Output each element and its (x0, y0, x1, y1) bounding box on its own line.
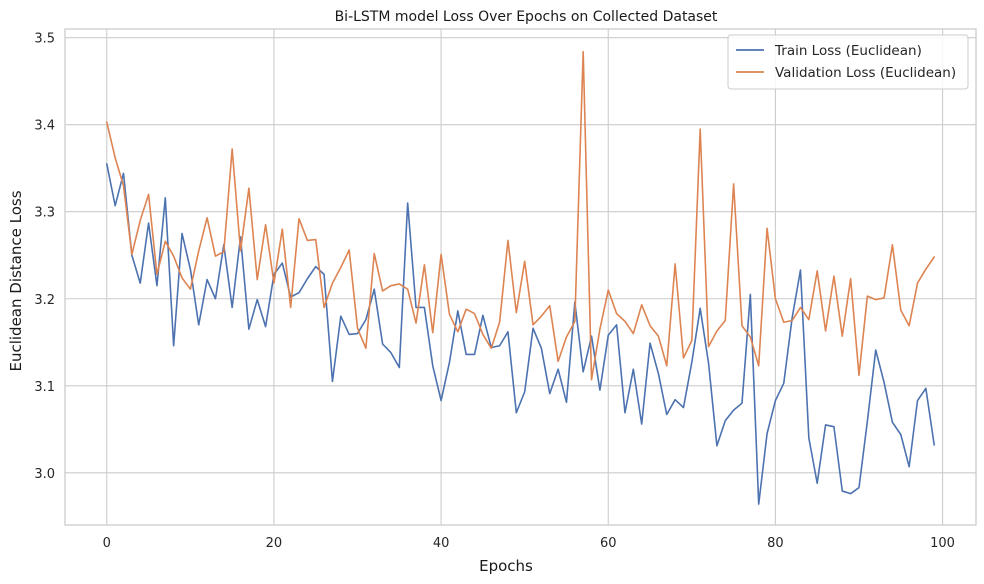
y-tick-label: 3.3 (34, 206, 55, 221)
series-lines (105, 50, 936, 505)
y-tick-label: 3.5 (34, 32, 55, 47)
legend-label-train-loss: Train Loss (Euclidean) (774, 43, 922, 59)
y-tick-label: 3.4 (34, 119, 55, 134)
legend-label-validation-loss: Validation Loss (Euclidean) (775, 65, 956, 81)
legend: Train Loss (Euclidean) Validation Loss (… (727, 34, 969, 90)
x-axis-label: Epochs (479, 557, 533, 575)
train-loss-line (105, 163, 936, 505)
plot-frame (64, 28, 977, 526)
y-tick-label: 3.2 (34, 293, 55, 308)
validation-loss-line (105, 50, 936, 381)
grid (65, 29, 976, 525)
x-tick-label: 100 (930, 536, 955, 551)
y-tick-label: 3.1 (34, 380, 55, 395)
y-tick-label: 3.0 (34, 467, 55, 482)
x-axis-ticks: 0 20 40 60 80 100 (103, 536, 955, 551)
x-tick-label: 80 (767, 536, 784, 551)
x-tick-label: 40 (433, 536, 450, 551)
y-axis-ticks: 3.0 3.1 3.2 3.3 3.4 3.5 (34, 32, 55, 482)
chart-title: Bi-LSTM model Loss Over Epochs on Collec… (335, 9, 718, 25)
legend-box (727, 34, 969, 90)
x-tick-label: 60 (600, 536, 617, 551)
y-axis-label: Euclidean Distance Loss (7, 190, 25, 371)
x-tick-label: 0 (103, 536, 111, 551)
x-tick-label: 20 (266, 536, 283, 551)
